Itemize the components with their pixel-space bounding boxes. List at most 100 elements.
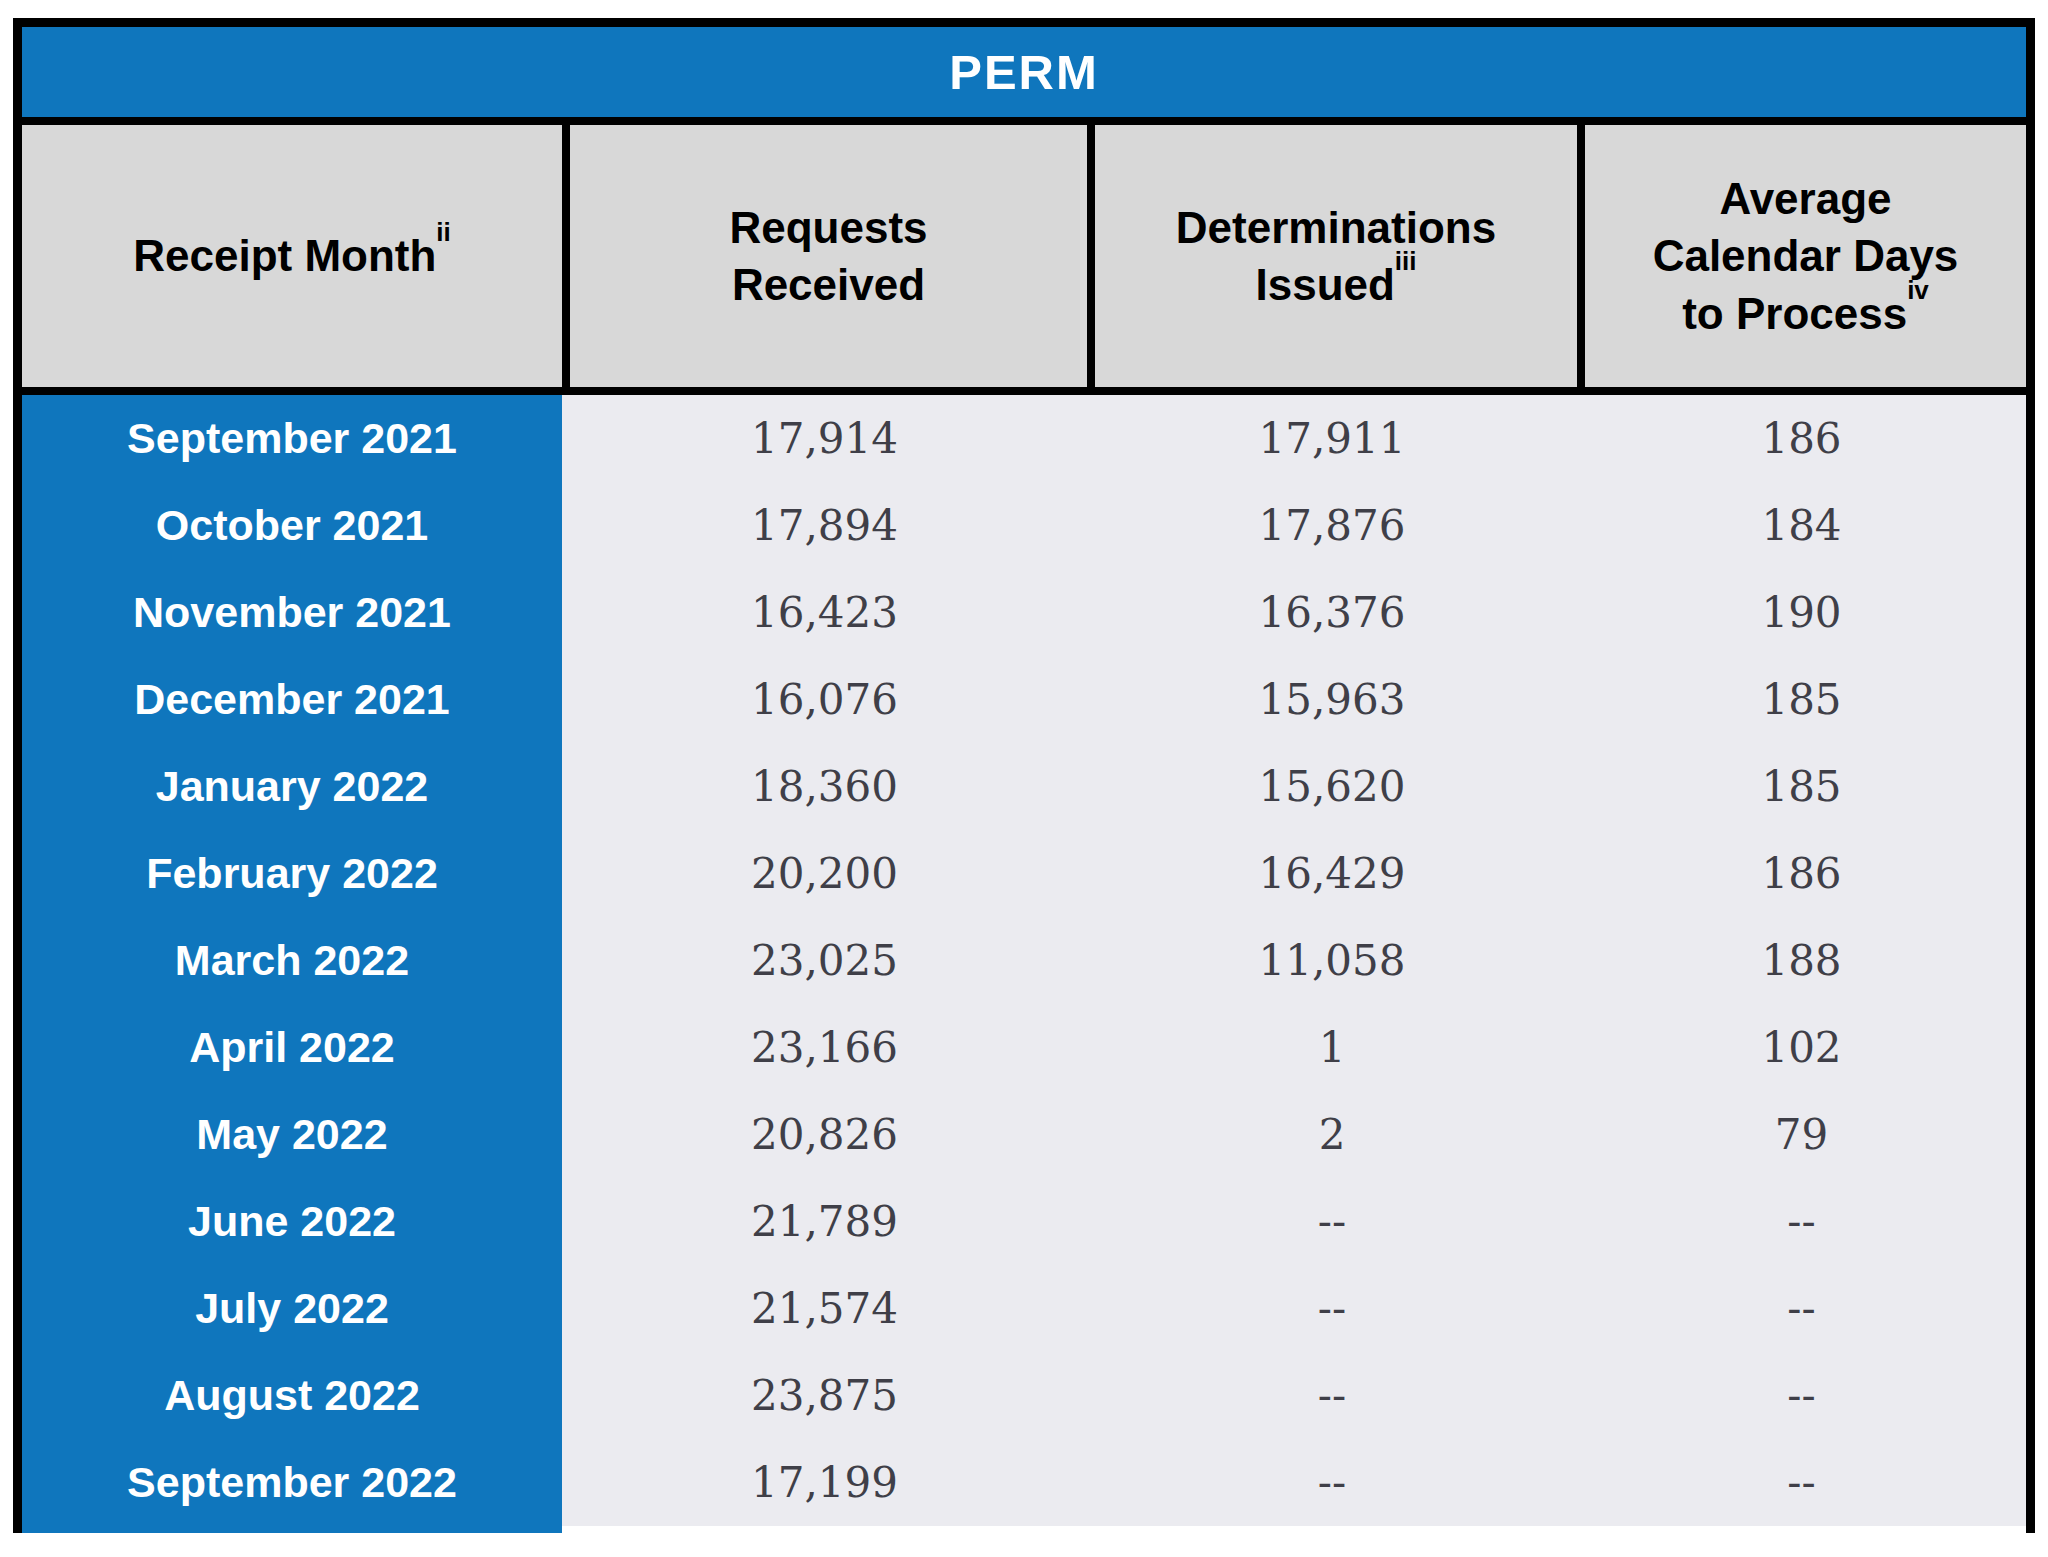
- requests-received-cell: 16,423: [562, 569, 1087, 656]
- determinations-issued-value: 1: [1319, 1023, 1346, 1072]
- receipt-month-cell: October 2021: [22, 482, 562, 569]
- requests-received-value: 20,826: [751, 1110, 898, 1159]
- header-receipt-month-footnote: ii: [436, 217, 450, 247]
- determinations-issued-cell: 15,620: [1087, 743, 1577, 830]
- determinations-issued-value: 17,911: [1259, 414, 1406, 463]
- avg-days-cell: 184: [1577, 482, 2026, 569]
- receipt-month-cell: March 2022: [22, 917, 562, 1004]
- determinations-issued-value: 16,429: [1259, 849, 1406, 898]
- determinations-issued-cell: 17,876: [1087, 482, 1577, 569]
- requests-received-value: 18,360: [751, 762, 898, 811]
- table-row: September 2021 17,914 17,911 186: [22, 395, 2026, 482]
- avg-days-value: 190: [1761, 588, 1841, 637]
- avg-days-cell: --: [1577, 1439, 2026, 1526]
- avg-days-value: 186: [1761, 414, 1841, 463]
- requests-received-cell: 20,200: [562, 830, 1087, 917]
- determinations-issued-cell: --: [1087, 1352, 1577, 1439]
- determinations-issued-cell: 16,429: [1087, 830, 1577, 917]
- determinations-issued-value: --: [1318, 1371, 1346, 1420]
- determinations-issued-cell: --: [1087, 1265, 1577, 1352]
- header-determinations-issued-footnote: iii: [1395, 246, 1417, 276]
- header-determinations-issued-label: Determinations Issued: [1176, 203, 1496, 309]
- avg-days-value: 186: [1761, 849, 1841, 898]
- avg-days-cell: 190: [1577, 569, 2026, 656]
- table-body: September 2021 17,914 17,911 186 October…: [22, 395, 2026, 1526]
- avg-days-cell: --: [1577, 1178, 2026, 1265]
- receipt-month-label: January 2022: [156, 762, 429, 811]
- determinations-issued-value: 2: [1319, 1110, 1346, 1159]
- receipt-month-label: September 2021: [127, 414, 457, 463]
- requests-received-value: 16,423: [751, 588, 898, 637]
- table-row: February 2022 20,200 16,429 186: [22, 830, 2026, 917]
- receipt-month-cell: January 2022: [22, 743, 562, 830]
- avg-days-value: --: [1787, 1284, 1815, 1333]
- determinations-issued-cell: 15,963: [1087, 656, 1577, 743]
- avg-days-cell: --: [1577, 1265, 2026, 1352]
- requests-received-cell: 21,574: [562, 1265, 1087, 1352]
- receipt-month-cell: July 2022: [22, 1265, 562, 1352]
- perm-table: PERM Receipt Monthii Requests Received D…: [13, 18, 2035, 1533]
- requests-received-cell: 23,166: [562, 1004, 1087, 1091]
- avg-days-value: --: [1787, 1197, 1815, 1246]
- receipt-month-label: November 2021: [133, 588, 451, 637]
- avg-days-value: 185: [1761, 675, 1841, 724]
- avg-days-value: --: [1787, 1458, 1815, 1507]
- table-row: January 2022 18,360 15,620 185: [22, 743, 2026, 830]
- receipt-month-label: June 2022: [188, 1197, 396, 1246]
- receipt-month-cell: November 2021: [22, 569, 562, 656]
- table-row: March 2022 23,025 11,058 188: [22, 917, 2026, 1004]
- receipt-month-cell: August 2022: [22, 1352, 562, 1439]
- determinations-issued-value: 11,058: [1259, 936, 1406, 985]
- requests-received-cell: 17,914: [562, 395, 1087, 482]
- table-row: July 2022 21,574 -- --: [22, 1265, 2026, 1352]
- determinations-issued-cell: --: [1087, 1178, 1577, 1265]
- avg-days-cell: 186: [1577, 830, 2026, 917]
- month-column-stub: [22, 1526, 562, 1533]
- determinations-issued-cell: 2: [1087, 1091, 1577, 1178]
- header-average-days: Average Calendar Days to Processiv: [1577, 125, 2026, 387]
- table-row: September 2022 17,199 -- --: [22, 1439, 2026, 1526]
- avg-days-value: 185: [1761, 762, 1841, 811]
- requests-received-cell: 17,199: [562, 1439, 1087, 1526]
- determinations-issued-value: 15,963: [1259, 675, 1406, 724]
- table-title-bar: PERM: [22, 27, 2026, 125]
- avg-days-cell: 79: [1577, 1091, 2026, 1178]
- avg-days-value: 184: [1761, 501, 1841, 550]
- requests-received-cell: 16,076: [562, 656, 1087, 743]
- receipt-month-label: September 2022: [127, 1458, 457, 1507]
- determinations-issued-value: 17,876: [1259, 501, 1406, 550]
- avg-days-value: 79: [1775, 1110, 1828, 1159]
- requests-received-cell: 21,789: [562, 1178, 1087, 1265]
- requests-received-value: 17,199: [751, 1458, 898, 1507]
- table-row: November 2021 16,423 16,376 190: [22, 569, 2026, 656]
- header-average-days-label: Average Calendar Days to Process: [1653, 174, 1959, 337]
- determinations-issued-value: 15,620: [1259, 762, 1406, 811]
- receipt-month-label: August 2022: [164, 1371, 420, 1420]
- determinations-issued-value: 16,376: [1259, 588, 1406, 637]
- requests-received-value: 23,875: [751, 1371, 898, 1420]
- header-receipt-month-label: Receipt Month: [133, 231, 436, 280]
- receipt-month-label: December 2021: [134, 675, 450, 724]
- table-row: May 2022 20,826 2 79: [22, 1091, 2026, 1178]
- receipt-month-cell: February 2022: [22, 830, 562, 917]
- avg-days-value: --: [1787, 1371, 1815, 1420]
- receipt-month-cell: May 2022: [22, 1091, 562, 1178]
- header-average-days-footnote: iv: [1907, 275, 1929, 305]
- requests-received-cell: 23,025: [562, 917, 1087, 1004]
- receipt-month-label: October 2021: [156, 501, 428, 550]
- header-determinations-issued: Determinations Issuediii: [1087, 125, 1577, 387]
- table-bottom-stub: [22, 1526, 2026, 1533]
- avg-days-value: 102: [1761, 1023, 1841, 1072]
- requests-received-value: 21,789: [751, 1197, 898, 1246]
- requests-received-value: 17,914: [751, 414, 898, 463]
- receipt-month-label: February 2022: [146, 849, 438, 898]
- avg-days-cell: 186: [1577, 395, 2026, 482]
- determinations-issued-value: --: [1318, 1458, 1346, 1507]
- avg-days-cell: 185: [1577, 743, 2026, 830]
- receipt-month-cell: June 2022: [22, 1178, 562, 1265]
- table-row: December 2021 16,076 15,963 185: [22, 656, 2026, 743]
- page: PERM Receipt Monthii Requests Received D…: [0, 0, 2048, 1557]
- requests-received-value: 20,200: [751, 849, 898, 898]
- header-receipt-month: Receipt Monthii: [22, 125, 562, 387]
- receipt-month-cell: December 2021: [22, 656, 562, 743]
